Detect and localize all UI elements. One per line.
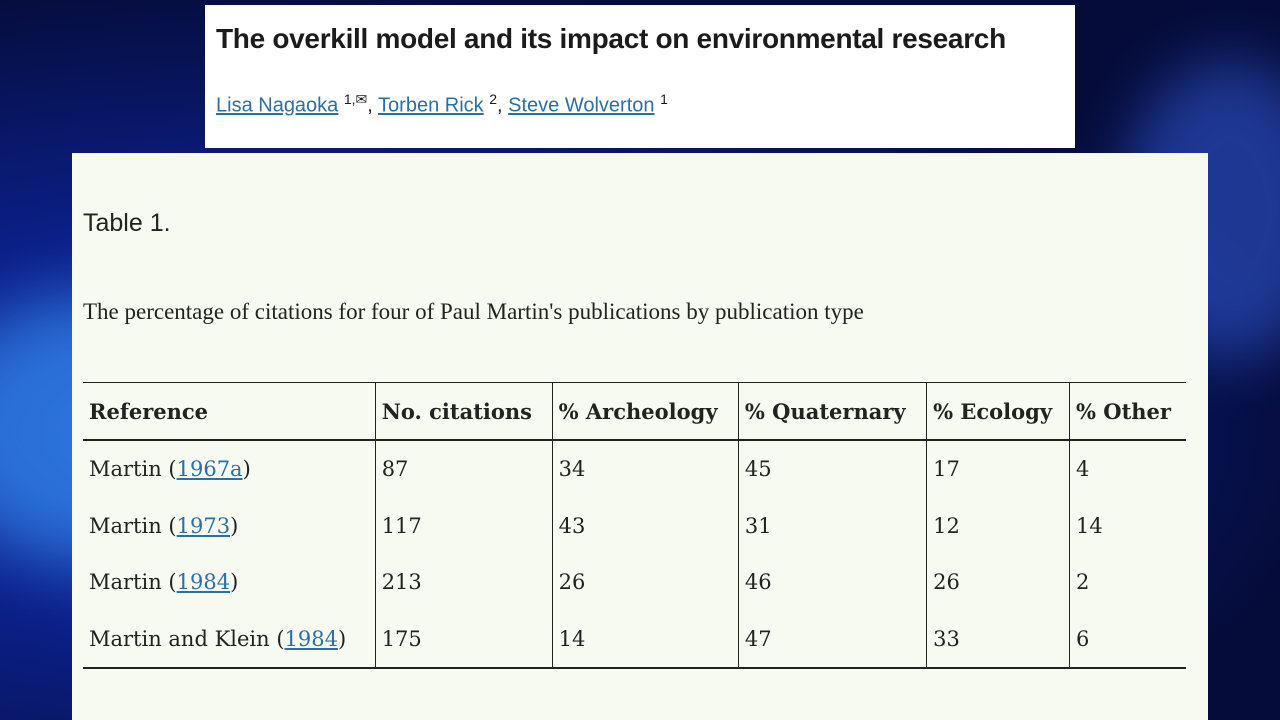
- value-cell: 43: [551, 497, 739, 554]
- value-cell: 31: [737, 497, 927, 554]
- separator: ,: [497, 94, 503, 117]
- reference-text: Martin (: [89, 570, 177, 595]
- reference-cell: Martin (1973): [83, 498, 375, 555]
- affiliation: 1: [660, 91, 668, 107]
- value-cell: 17: [926, 440, 1070, 498]
- value-cell: 2: [1069, 554, 1186, 611]
- affiliation: 2: [489, 91, 498, 107]
- reference-text: Martin and Klein (: [89, 626, 285, 651]
- value-cell: 45: [737, 440, 927, 498]
- value-cell: 34: [551, 440, 739, 498]
- year-link[interactable]: 1984: [176, 570, 231, 595]
- column-header: % Other: [1069, 382, 1186, 441]
- reference-text: ): [230, 570, 239, 595]
- table-row: Martin (1984) 213 26 46 26 2: [83, 554, 1186, 611]
- value-cell: 26: [926, 554, 1070, 611]
- value-cell: 14: [551, 610, 739, 669]
- value-cell: 26: [551, 554, 739, 611]
- data-table: Reference No. citations% Archeology% Quat…: [83, 382, 1186, 669]
- affiliation: 1,✉: [343, 91, 368, 107]
- value-cell: 46: [737, 554, 927, 611]
- table-row: Martin (1973) 117 43 31 12 14: [83, 497, 1186, 555]
- table-caption: The percentage of citations for four of …: [83, 299, 864, 324]
- year-link[interactable]: 1973: [176, 513, 231, 538]
- reference-cell: Martin and Klein (1984): [83, 610, 376, 669]
- separator: ,: [367, 94, 373, 117]
- column-header: Reference: [83, 382, 376, 441]
- table-label: Table 1.: [83, 209, 171, 237]
- article-header: The overkill model and its impact on env…: [205, 5, 1075, 148]
- year-link[interactable]: 1984: [284, 626, 338, 651]
- reference-text: Martin (: [89, 457, 177, 482]
- table-row: Martin (1967a) 87 34 45 17 4: [83, 440, 1186, 498]
- value-cell: 87: [374, 440, 553, 498]
- column-header: No. citations: [374, 382, 553, 441]
- author-link[interactable]: Steve Wolverton: [508, 94, 655, 117]
- reference-text: Martin (: [89, 513, 177, 538]
- reference-cell: Martin (1984): [83, 554, 375, 611]
- value-cell: 33: [926, 610, 1070, 669]
- value-cell: 117: [374, 497, 553, 554]
- author-link[interactable]: Lisa Nagaoka: [216, 94, 339, 117]
- value-cell: 47: [737, 610, 927, 669]
- column-header: % Quaternary: [737, 382, 927, 441]
- reference-cell: Martin (1967a): [83, 440, 375, 498]
- author-link[interactable]: Torben Rick: [378, 94, 484, 117]
- table-panel: Table 1. The percentage of citations for…: [72, 153, 1208, 720]
- header-row: Reference No. citations% Archeology% Quat…: [83, 382, 1186, 441]
- column-header: % Ecology: [926, 382, 1070, 441]
- column-header: % Archeology: [551, 382, 739, 441]
- year-link[interactable]: 1967a: [176, 457, 243, 482]
- value-cell: 6: [1069, 610, 1186, 669]
- table-row: Martin and Klein (1984) 175 14 47 33 6: [83, 610, 1186, 669]
- reference-text: ): [230, 513, 239, 538]
- value-cell: 14: [1069, 497, 1186, 554]
- author-list: Lisa Nagaoka 1,✉, Torben Rick 2, Steve W…: [216, 91, 668, 118]
- value-cell: 175: [374, 610, 553, 669]
- reference-text: ): [242, 457, 251, 482]
- value-cell: 4: [1069, 440, 1186, 498]
- reference-text: ): [337, 626, 347, 651]
- value-cell: 213: [374, 554, 553, 611]
- table-body: Martin (1967a) 87 34 45 17 4 Martin (1973) 117 4…: [83, 440, 1186, 669]
- value-cell: 12: [926, 497, 1070, 554]
- article-title: The overkill model and its impact on env…: [216, 23, 1006, 54]
